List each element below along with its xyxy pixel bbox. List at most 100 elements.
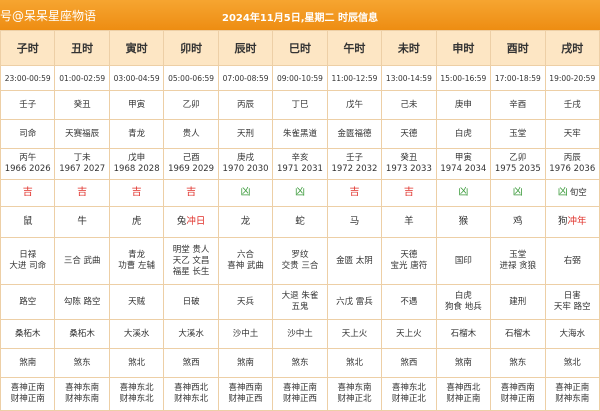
cell-line: 01:00-02:59	[59, 73, 106, 83]
table-cell: 石榴木	[490, 319, 546, 349]
cell-line: 煞东	[509, 357, 527, 368]
cell-line: 喜神正南	[10, 383, 45, 393]
cell-line: 吉	[186, 187, 197, 198]
table-cell: 己酉 1969 2029	[163, 148, 219, 180]
table-cell: 鸡	[490, 206, 546, 238]
cell-line: 喜神东南	[65, 383, 100, 393]
table-cell: 青龙 功曹 左辅	[108, 237, 165, 285]
cell-line: 1974 2034	[440, 164, 487, 174]
table-cell: 凶	[490, 179, 546, 207]
table-cell: 凶旬空	[544, 179, 600, 207]
table-cell: 日禄 大进 司命	[0, 237, 56, 285]
cell-line: 五鬼	[291, 302, 309, 312]
table-cell: 马	[326, 206, 383, 238]
cell-line: 癸丑	[400, 153, 418, 163]
cell-line: 日害	[563, 291, 581, 301]
cell-line: 建刑	[509, 296, 527, 307]
column-header: 酉时	[490, 30, 546, 66]
table-row: 吉吉吉吉凶凶吉吉凶凶凶旬空	[0, 179, 600, 207]
table-cell: 大溪水	[108, 319, 165, 349]
cell-line: 1975 2035	[494, 164, 541, 174]
cell-line: 煞北	[345, 357, 363, 368]
cell-line: 勾陈 路空	[63, 296, 101, 307]
cell-line: 喜神 武曲	[227, 261, 264, 271]
column-header: 未时	[381, 30, 437, 66]
column-header: 卯时	[163, 30, 219, 66]
cell-line: 白虎	[454, 291, 472, 301]
cell-line: 右弼	[563, 255, 581, 266]
table-cell: 喜神西北 财神正南	[435, 377, 492, 411]
table-cell: 白虎 狗食 地兵	[435, 284, 492, 320]
column-header: 辰时	[217, 30, 274, 66]
cell-line: 明堂 贵人	[172, 244, 210, 255]
table-cell: 乙卯 1975 2035	[490, 148, 546, 180]
table-cell: 三合 武曲	[54, 237, 110, 285]
cell-line: 狗	[558, 216, 568, 227]
cell-line: 财神正南	[446, 394, 481, 404]
cell-line: 桑柘木	[14, 328, 41, 339]
table-row: 煞南 煞东 煞北 煞西 煞南 煞东 煞北 煞西 煞南 煞东 煞北	[0, 348, 600, 378]
header-row: 子时 丑时 寅时 卯时 辰时 巳时 午时 未时 申时 酉时 戌时	[0, 30, 600, 66]
table-cell: 大海水	[544, 319, 600, 349]
table-cell: 煞西	[381, 348, 437, 378]
table-cell: 煞北	[544, 348, 600, 378]
table-cell: 天牢	[544, 119, 600, 149]
cell-line: 煞西	[400, 357, 418, 368]
table-cell: 甲寅 1974 2034	[435, 148, 492, 180]
cell-line: 天刑	[237, 128, 255, 139]
cell-line: 财神正北	[391, 394, 426, 404]
table-cell: 喜神正南 财神正南	[0, 377, 56, 411]
cell-line: 不遇	[400, 296, 418, 307]
cell-line: 壬子	[345, 153, 363, 163]
table-cell: 天上火	[381, 319, 437, 349]
cell-line: 猴	[458, 216, 469, 227]
cell-line: 罗纹	[291, 250, 309, 260]
table-cell: 庚申	[435, 90, 492, 120]
table-cell: 金匮 太阴	[326, 237, 383, 285]
cell-line: 戊申	[128, 153, 146, 163]
table-cell: 勾陈 路空	[54, 284, 110, 320]
cell-line: 乙卯	[182, 99, 200, 110]
cell-line: 11:00-12:59	[331, 73, 378, 83]
table-cell: 吉	[108, 179, 165, 207]
cell-line: 吉	[131, 187, 142, 198]
table-cell: 09:00-10:59	[272, 65, 328, 91]
cell-line: 天上火	[341, 328, 368, 339]
cell-line: 己酉	[182, 153, 200, 163]
cell-line: 进禄 贪狼	[499, 261, 537, 271]
table-cell: 乙卯	[163, 90, 219, 120]
cell-line: 丙午	[19, 153, 37, 163]
cell-line: 天德	[400, 250, 418, 260]
cell-line: 己未	[400, 99, 418, 110]
cell-line: 财神东北	[174, 394, 209, 404]
cell-line: 丙辰	[563, 153, 581, 163]
cell-line: 青龙	[128, 128, 146, 139]
table-cell: 吉	[54, 179, 110, 207]
cell-line: 功曹 左辅	[118, 261, 155, 271]
cell-line: 六戊 雷兵	[336, 296, 373, 307]
table-cell: 玉堂 进禄 贪狼	[490, 237, 546, 285]
cell-line: 天贼	[128, 296, 146, 307]
table-cell: 狗冲年	[544, 206, 600, 238]
table-cell: 不遇	[381, 284, 437, 320]
table-cell: 日害 天牢 路空	[544, 284, 600, 320]
cell-line: 凶	[458, 187, 469, 198]
cell-line: 天牢 路空	[553, 302, 591, 312]
cell-line: 大退 朱雀	[281, 291, 319, 301]
cell-line: 蛇	[295, 216, 305, 227]
table-cell: 六戊 雷兵	[326, 284, 383, 320]
cell-line: 天上火	[396, 328, 422, 339]
title: 2024年11月5日,星期二 时辰信息	[222, 13, 378, 24]
table-cell: 天上火	[326, 319, 383, 349]
cell-line: 1968 2028	[113, 164, 160, 174]
table-cell: 17:00-18:59	[490, 65, 546, 91]
cell-line: 日禄	[19, 250, 37, 260]
table-cell: 喜神正南 财神东南	[544, 377, 600, 411]
cell-line: 15:00-16:59	[440, 73, 487, 83]
table-cell: 丙辰 1976 2036	[544, 148, 600, 180]
cell-line: 青龙	[128, 250, 146, 260]
cell-line: 鸡	[513, 216, 523, 227]
table-cell: 煞东	[272, 348, 328, 378]
cell-line: 甲寅	[454, 153, 472, 163]
